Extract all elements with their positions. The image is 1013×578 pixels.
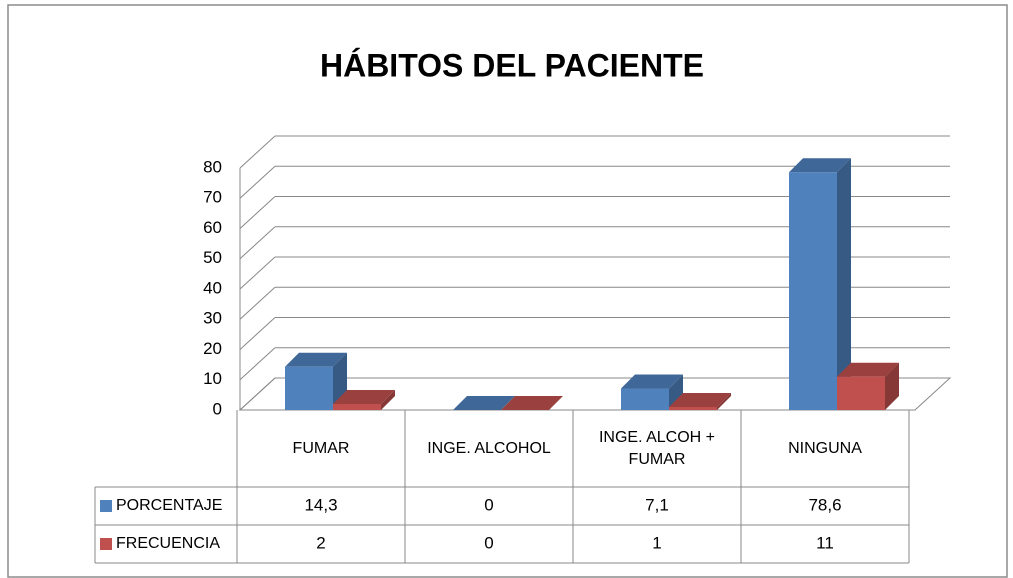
legend-swatch bbox=[100, 538, 112, 550]
grid-line-side bbox=[239, 135, 276, 169]
grid-line-side bbox=[239, 226, 276, 260]
x-tick-label: INGE. ALCOHOL bbox=[427, 439, 551, 457]
y-tick-label: 0 bbox=[213, 399, 222, 418]
table-value: 14,3 bbox=[304, 495, 337, 514]
bar-side bbox=[837, 158, 851, 410]
grid-line-side bbox=[239, 256, 276, 290]
bar bbox=[789, 172, 837, 410]
table-value: 2 bbox=[316, 533, 325, 552]
bar bbox=[621, 388, 669, 410]
x-tick-label: NINGUNA bbox=[788, 439, 862, 457]
grid-line-side bbox=[239, 165, 276, 199]
x-tick-label: INGE. ALCOH + FUMAR bbox=[598, 428, 716, 468]
legend-swatch bbox=[100, 500, 112, 512]
bar bbox=[333, 403, 381, 410]
x-tick-label-box: INGE. ALCOHOL bbox=[427, 439, 551, 457]
grid-line-side bbox=[239, 286, 276, 320]
chart-title: HÁBITOS DEL PACIENTE bbox=[320, 47, 704, 83]
bar-top bbox=[789, 158, 851, 173]
x-tick-label: FUMAR bbox=[292, 439, 350, 457]
bar bbox=[669, 406, 717, 410]
bar-top bbox=[837, 362, 899, 377]
grid-line-side bbox=[239, 347, 276, 381]
x-tick-label-box: INGE. ALCOH + FUMAR bbox=[598, 428, 716, 468]
bar-side bbox=[885, 362, 899, 410]
y-tick-label: 30 bbox=[203, 309, 222, 328]
y-tick-label: 20 bbox=[203, 339, 222, 358]
x-tick-label-box: NINGUNA bbox=[788, 439, 862, 457]
y-tick-label: 50 bbox=[203, 248, 222, 267]
x-tick-label-box: FUMAR bbox=[292, 439, 350, 457]
legend-label: PORCENTAJE bbox=[116, 497, 222, 514]
chart-border bbox=[7, 4, 1008, 578]
table-value: 78,6 bbox=[808, 495, 841, 514]
table-value: 1 bbox=[652, 533, 661, 552]
grid-line-side bbox=[239, 377, 276, 411]
bar-top bbox=[285, 352, 347, 367]
bar-top bbox=[333, 389, 395, 404]
y-tick-label: 40 bbox=[203, 278, 222, 297]
bar-top bbox=[453, 396, 515, 410]
bar-side bbox=[669, 374, 683, 410]
legend-label: FRECUENCIA bbox=[116, 535, 220, 552]
y-tick-label: 70 bbox=[203, 188, 222, 207]
bar bbox=[285, 366, 333, 410]
table-value: 0 bbox=[484, 495, 493, 514]
bar bbox=[837, 376, 885, 410]
y-tick-label: 60 bbox=[203, 218, 222, 237]
bar-side bbox=[381, 389, 395, 410]
bar-top bbox=[501, 396, 563, 410]
bar-side bbox=[717, 392, 731, 410]
bar-top bbox=[621, 374, 683, 389]
bar-top bbox=[669, 392, 731, 407]
grid-line-side bbox=[239, 317, 276, 350]
y-tick-label: 10 bbox=[203, 369, 222, 388]
table-value: 0 bbox=[484, 533, 493, 552]
table-value: 7,1 bbox=[645, 495, 669, 514]
y-tick-label: 80 bbox=[203, 157, 222, 176]
grid-line-side bbox=[239, 196, 276, 229]
table-value: 11 bbox=[816, 533, 834, 552]
